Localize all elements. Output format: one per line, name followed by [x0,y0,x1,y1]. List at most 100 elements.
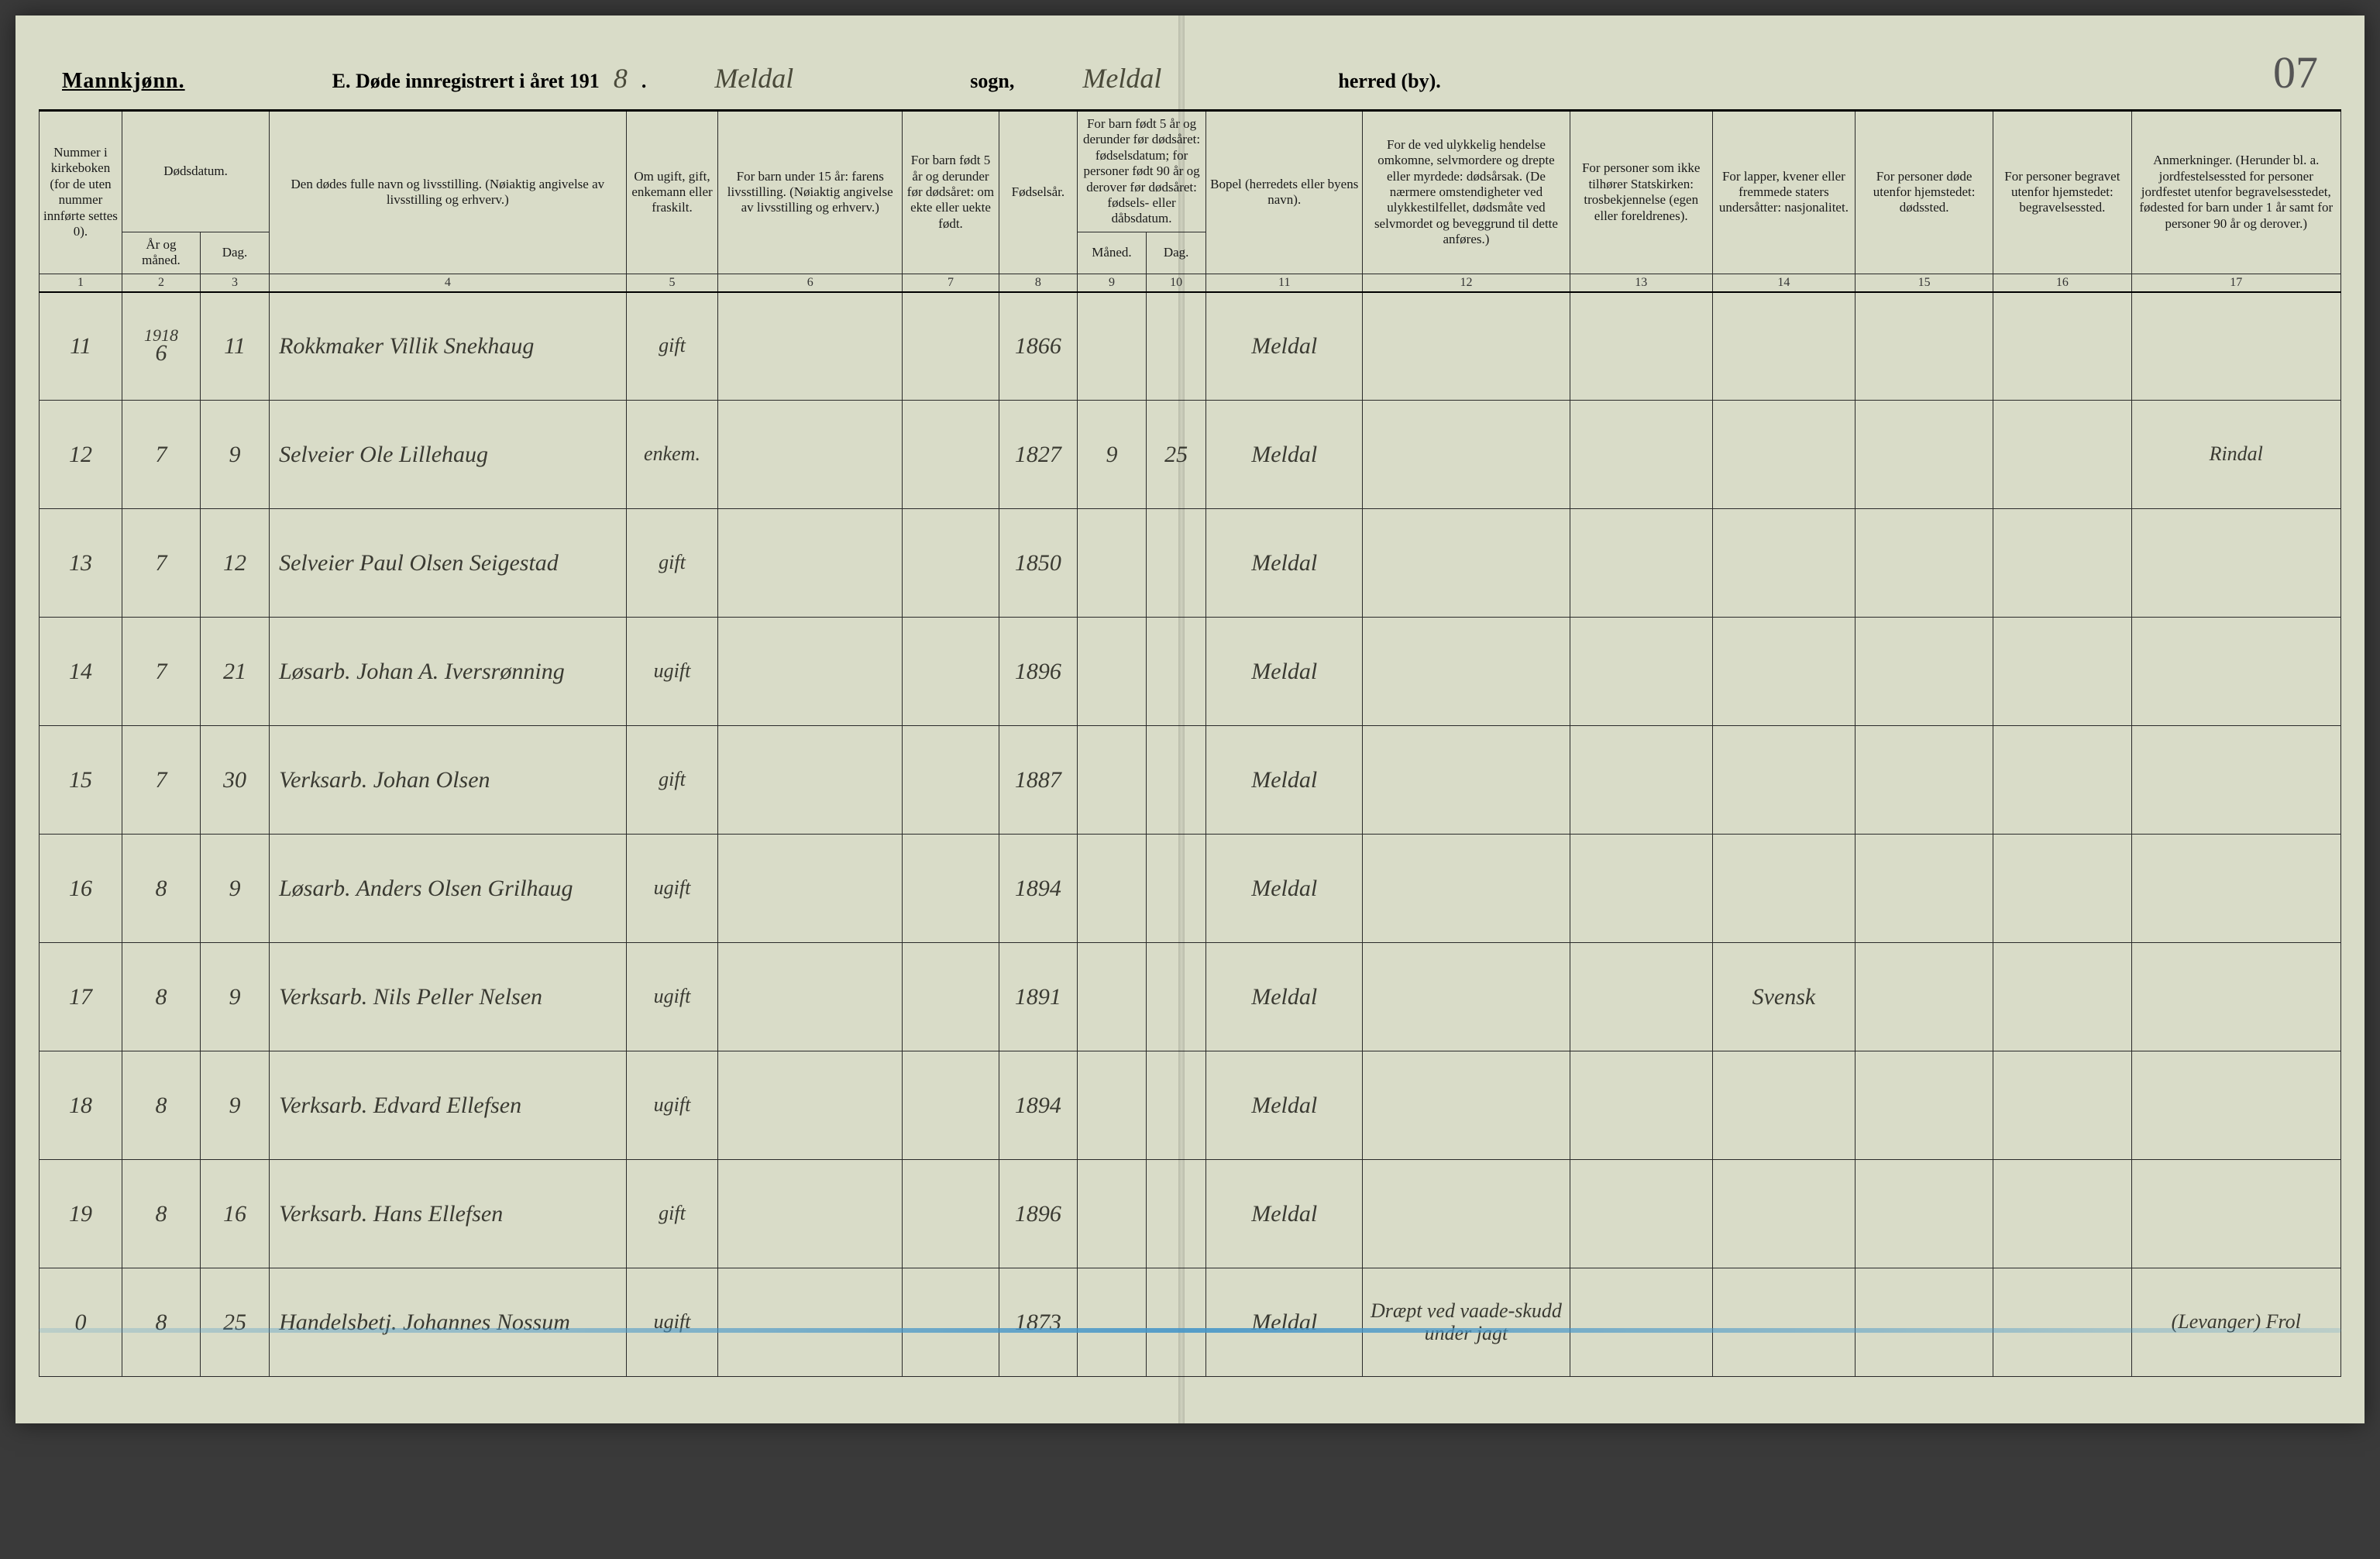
sogn-handwritten: Meldal [708,62,800,95]
cell-day: 9 [200,835,269,943]
cell-name: Selveier Ole Lillehaug [270,401,627,509]
cell-nat [1712,1268,1855,1377]
cell-day: 16 [200,1160,269,1268]
table-row: 1689Løsarb. Anders Olsen Grilhaugugift18… [40,835,2341,943]
cell-day: 12 [200,509,269,618]
cell-num: 13 [40,509,122,618]
cell-name: Løsarb. Anders Olsen Grilhaug [270,835,627,943]
cell-deathpl [1856,943,1993,1051]
cell-note [2131,835,2341,943]
cell-status: enkem. [626,401,718,509]
cell-day: 30 [200,726,269,835]
cell-nat [1712,1160,1855,1268]
cell-nat [1712,401,1855,509]
cell-fathers [718,726,903,835]
cell-deathpl [1856,1051,1993,1160]
cell-name: Verksarb. Nils Peller Nelsen [270,943,627,1051]
cell-ekte [903,509,999,618]
table-head: Nummer i kirke­boken (for de uten nummer… [40,111,2341,292]
cell-bd [1147,1268,1206,1377]
cell-ym: 7 [122,726,200,835]
cell-name: Selveier Paul Olsen Seigestad [270,509,627,618]
cell-fathers [718,1160,903,1268]
cell-bm [1077,292,1146,401]
cell-nat: Svensk [1712,943,1855,1051]
cell-status: gift [626,292,718,401]
cell-place: Meldal [1206,835,1363,943]
title-dot: . [641,70,647,93]
cell-birth: 1850 [999,509,1077,618]
cell-burial [1993,1268,2131,1377]
cell-ym: 7 [122,401,200,509]
cell-birth: 1894 [999,1051,1077,1160]
cell-faith [1570,726,1712,835]
cell-num: 17 [40,943,122,1051]
table-row: 14721Løsarb. Johan A. Iversrønningugift1… [40,618,2341,726]
table-row: 1889Verksarb. Edvard Ellefsenugift1894Me… [40,1051,2341,1160]
cell-bd [1147,943,1206,1051]
col-header-11: Bopel (herredets eller byens navn). [1206,111,1363,274]
cell-bd [1147,509,1206,618]
table-row: 1279Selveier Ole Lillehaugenkem.1827925M… [40,401,2341,509]
cell-cause [1363,618,1570,726]
page-header: Mannkjønn. E. Døde innregistrert i året … [39,46,2341,98]
cell-num: 15 [40,726,122,835]
cell-deathpl [1856,292,1993,401]
cell-faith [1570,835,1712,943]
cell-cause [1363,835,1570,943]
cell-ekte [903,835,999,943]
cell-cause [1363,943,1570,1051]
cell-burial [1993,292,2131,401]
cell-nat [1712,726,1855,835]
cell-bm [1077,618,1146,726]
cell-ym: 8 [122,1160,200,1268]
cell-status: gift [626,1160,718,1268]
cell-note [2131,618,2341,726]
cell-note [2131,943,2341,1051]
cell-ekte [903,1051,999,1160]
cell-num: 12 [40,401,122,509]
cell-faith [1570,1268,1712,1377]
cell-faith [1570,1160,1712,1268]
cell-birth: 1891 [999,943,1077,1051]
cell-cause [1363,1160,1570,1268]
col-header-10: Dag. [1147,232,1206,274]
cell-ym: 8 [122,835,200,943]
death-register-table: Nummer i kirke­boken (for de uten nummer… [39,109,2341,1377]
col-header-8: Fødsels­år. [999,111,1077,274]
cell-deathpl [1856,835,1993,943]
page-number: 07 [2273,46,2318,98]
cell-ym: 7 [122,509,200,618]
cell-faith [1570,401,1712,509]
cell-place: Meldal [1206,1160,1363,1268]
cell-ym: 8 [122,1051,200,1160]
cell-deathpl [1856,1160,1993,1268]
cell-num: 14 [40,618,122,726]
cell-place: Meldal [1206,1268,1363,1377]
col-header-9-group: For barn født 5 år og derunder før dødså… [1077,111,1205,232]
cell-cause: Dræpt ved vaade-skudd under jagt [1363,1268,1570,1377]
cell-nat [1712,1051,1855,1160]
col-header-5: Om ugift, gift, enke­mann eller fraskilt… [626,111,718,274]
cell-bm [1077,1051,1146,1160]
cell-bd [1147,835,1206,943]
cell-birth: 1896 [999,618,1077,726]
cell-ekte [903,1268,999,1377]
col-header-7: For barn født 5 år og derunder før dødså… [903,111,999,274]
cell-bm [1077,1160,1146,1268]
cell-nat [1712,292,1855,401]
cell-ym: 19186 [122,292,200,401]
cell-name: Verksarb. Hans Ellefsen [270,1160,627,1268]
cell-ekte [903,618,999,726]
col-header-2: År og måned. [122,232,200,274]
cell-note [2131,726,2341,835]
table-row: 13712Selveier Paul Olsen Seigestadgift18… [40,509,2341,618]
col-header-14: For lapper, kvener eller fremmede stater… [1712,111,1855,274]
cell-fathers [718,1051,903,1160]
cell-fathers [718,835,903,943]
col-header-17: Anmerkninger. (Herunder bl. a. jordfeste… [2131,111,2341,274]
cell-deathpl [1856,1268,1993,1377]
cell-fathers [718,292,903,401]
table-row: 15730Verksarb. Johan Olsengift1887Meldal [40,726,2341,835]
cell-faith [1570,292,1712,401]
